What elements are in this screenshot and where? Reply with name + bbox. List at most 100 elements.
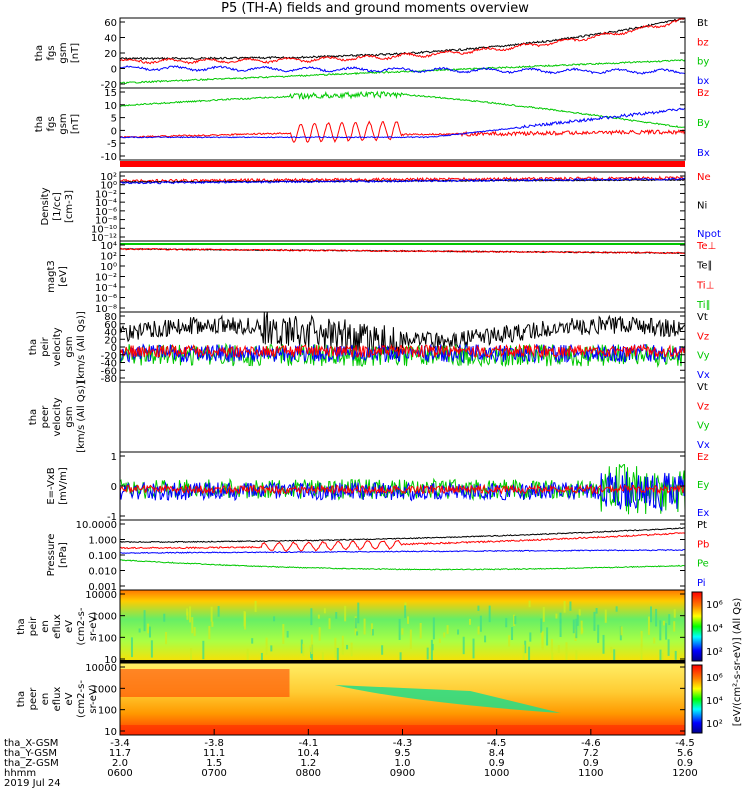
spectrogram-streak bbox=[541, 632, 544, 648]
y-tick-label: 0 bbox=[111, 126, 117, 137]
footer-value: 10.4 bbox=[297, 748, 320, 759]
footer-value: 11.7 bbox=[108, 748, 132, 759]
y-tick-label: 10⁻² bbox=[95, 273, 117, 284]
spectrogram-streak bbox=[602, 634, 605, 654]
y-axis-label: tha bbox=[16, 691, 27, 707]
y-tick-label: 10⁻² bbox=[95, 189, 117, 200]
footer-value: -4.1 bbox=[298, 738, 319, 749]
colorbar-2 bbox=[691, 664, 703, 734]
spectrogram-streak bbox=[401, 628, 404, 635]
footer-value: 1.5 bbox=[206, 758, 223, 769]
spectrogram-streak bbox=[404, 605, 407, 619]
spectrogram-streak bbox=[354, 617, 357, 629]
spectrogram-streak bbox=[148, 626, 151, 638]
legend-vx: Vx bbox=[697, 440, 710, 451]
spectrogram-streak bbox=[371, 629, 374, 636]
y-axis-label: en bbox=[40, 620, 51, 633]
y-tick-label: 10⁴ bbox=[100, 241, 117, 252]
y-axis-label: peir bbox=[28, 616, 39, 636]
footer-value: 0700 bbox=[201, 768, 227, 779]
footer-value: -4.3 bbox=[392, 738, 413, 749]
spectrogram-streak bbox=[650, 606, 653, 623]
spectrogram-streak bbox=[593, 611, 596, 631]
y-axis-label: tha bbox=[28, 339, 39, 355]
y-axis-label: gsm bbox=[58, 113, 69, 134]
y-axis-label: gsm bbox=[64, 336, 75, 357]
spectrogram-streak bbox=[270, 645, 273, 652]
spectrogram-streak bbox=[344, 605, 347, 622]
y-tick-label: 1.000 bbox=[88, 536, 117, 547]
series-bx bbox=[119, 65, 686, 75]
spectrogram-streak bbox=[193, 627, 196, 637]
footer-value: -4.6 bbox=[581, 738, 601, 749]
legend-by: By bbox=[697, 118, 710, 129]
spectrogram-streak bbox=[578, 609, 581, 616]
series-bz bbox=[119, 17, 685, 65]
y-axis-label: eV bbox=[64, 692, 75, 705]
legend-pe: Pe bbox=[697, 559, 709, 570]
legend-ez: Ez bbox=[697, 452, 709, 463]
spectrogram-streak bbox=[165, 632, 168, 645]
legend-bx: Bx bbox=[697, 148, 710, 159]
spectrogram-streak bbox=[604, 609, 607, 623]
spectrogram-streak bbox=[659, 649, 662, 661]
footer-value: 8.4 bbox=[488, 748, 505, 759]
spectrogram-streak bbox=[251, 638, 254, 644]
spectrogram-streak bbox=[477, 605, 480, 611]
footer-value: 1100 bbox=[578, 768, 604, 779]
y-axis-label: (cm2-s- bbox=[76, 607, 87, 645]
spectrogram-streak bbox=[443, 632, 446, 638]
spectrogram-streak bbox=[186, 608, 189, 616]
spectrogram-streak bbox=[318, 627, 321, 641]
y-tick-label: 40 bbox=[104, 34, 117, 45]
series-Ex bbox=[119, 471, 686, 512]
spectrogram-streak bbox=[674, 650, 677, 660]
spectrogram-streak bbox=[655, 608, 658, 627]
footer-value: 1.2 bbox=[300, 758, 317, 769]
y-axis-label: (cm2-s- bbox=[76, 680, 87, 718]
spectrogram-streak bbox=[438, 638, 441, 643]
y-axis-label: Pressure bbox=[46, 534, 57, 577]
spectrogram-streak bbox=[528, 600, 531, 608]
y-tick-label: 60 bbox=[104, 320, 117, 331]
spectrogram-streak bbox=[381, 645, 384, 655]
legend-ex: Ex bbox=[697, 508, 709, 519]
spectrogram-streak bbox=[550, 638, 553, 655]
footer-value: 0800 bbox=[295, 768, 322, 779]
colorbar-label: [eV/(cm²-s-sr-eV)] (All Qs) bbox=[732, 598, 743, 727]
y-tick-label: 10⁻⁶ bbox=[95, 294, 117, 305]
spectrogram-streak bbox=[191, 617, 194, 634]
spectrogram-streak bbox=[479, 615, 482, 632]
y-axis-label: sr-eV) bbox=[88, 684, 99, 713]
spectrogram-streak bbox=[409, 629, 412, 649]
spectrogram-streak bbox=[282, 624, 285, 644]
spectrogram-streak bbox=[581, 627, 584, 633]
spectrogram-streak bbox=[508, 635, 511, 647]
footer-date: 2019 Jul 24 bbox=[4, 778, 61, 789]
spectrogram-streak bbox=[273, 616, 276, 622]
legend-ti: Ti⊥ bbox=[696, 280, 714, 291]
legend-bt: Bt bbox=[697, 18, 708, 29]
legend-vz: Vz bbox=[697, 331, 709, 342]
spectrogram-streak bbox=[529, 632, 532, 642]
spectrogram-streak bbox=[620, 626, 623, 636]
footer-value: 9.5 bbox=[394, 748, 411, 759]
spectrogram-streak bbox=[398, 618, 401, 641]
footer-value: 2.0 bbox=[112, 758, 128, 769]
spectrogram-streak bbox=[662, 620, 665, 626]
spectrogram-streak bbox=[575, 618, 578, 639]
footer-label-x: tha_X-GSM bbox=[4, 738, 59, 749]
y-tick-label: 10000 bbox=[85, 590, 117, 601]
series-Pt bbox=[119, 527, 686, 544]
spectrogram-streak bbox=[667, 639, 670, 656]
y-axis-label: tha bbox=[34, 116, 45, 132]
spectrogram-streak bbox=[484, 635, 487, 643]
spectrogram-streak bbox=[640, 643, 643, 664]
spectrogram-streak bbox=[580, 620, 583, 635]
spectrogram-streak bbox=[265, 637, 268, 655]
legend-pb: Pb bbox=[697, 539, 709, 550]
legend-npot: Npot bbox=[697, 229, 721, 240]
spectrogram-streak bbox=[647, 616, 650, 635]
y-tick-label: 10.0000 bbox=[76, 520, 117, 531]
